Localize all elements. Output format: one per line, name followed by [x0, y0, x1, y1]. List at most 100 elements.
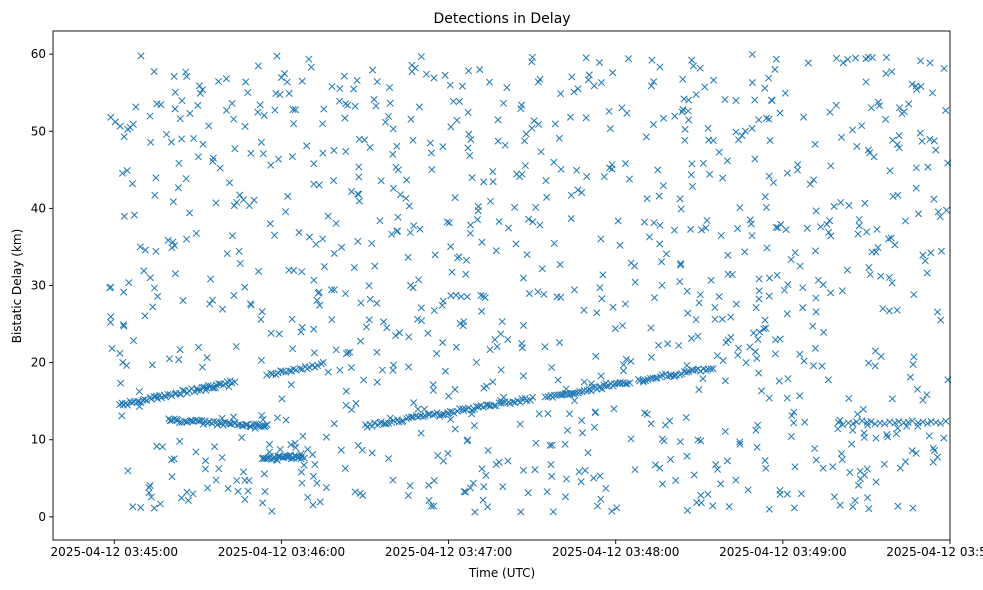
detection-point [667, 455, 675, 463]
detection-point [410, 222, 418, 230]
detection-point [690, 471, 698, 479]
detection-point [164, 236, 172, 244]
detection-point [319, 120, 327, 128]
detection-point [715, 293, 723, 301]
detection-point [460, 488, 468, 496]
detection-point [295, 228, 303, 237]
detection-point [709, 365, 717, 373]
detection-point [596, 284, 604, 292]
detection-point [753, 354, 761, 363]
detection-point [598, 385, 606, 393]
detection-point [942, 206, 951, 214]
detection-point [355, 197, 363, 205]
detection-point [504, 335, 512, 344]
detection-point [753, 443, 761, 451]
detection-point [320, 105, 328, 113]
detection-point [451, 194, 459, 202]
detection-point [670, 226, 678, 234]
detection-point [223, 250, 231, 258]
detection-point [755, 116, 763, 124]
detection-point [336, 97, 344, 105]
detection-point [546, 441, 554, 449]
detection-point [532, 203, 540, 211]
detection-point [309, 501, 317, 509]
detection-point [141, 246, 149, 254]
detection-point [561, 440, 569, 448]
detection-point [650, 294, 659, 302]
detection-point [347, 364, 355, 372]
detection-point [365, 282, 373, 290]
detection-point [389, 361, 398, 369]
detection-point [817, 223, 825, 231]
detection-point [169, 198, 177, 206]
detection-point [550, 158, 558, 166]
detection-point [904, 418, 912, 426]
detection-point [194, 101, 202, 109]
detection-point [771, 65, 779, 74]
detection-point [136, 243, 144, 251]
detection-point [168, 473, 176, 481]
detection-point [783, 310, 791, 318]
detection-point [584, 76, 592, 84]
detection-point [162, 130, 171, 138]
detection-point [888, 395, 896, 403]
detection-point [895, 131, 903, 140]
detection-point [621, 300, 629, 308]
detection-point [932, 146, 940, 154]
detection-point [304, 445, 312, 453]
detection-point [651, 461, 660, 469]
detection-point [704, 124, 712, 132]
detection-point [236, 191, 244, 199]
detection-point [871, 362, 879, 370]
detection-point [310, 349, 318, 357]
detection-point [541, 343, 549, 351]
detection-point [492, 247, 500, 255]
detection-point [910, 353, 918, 361]
detection-point [389, 150, 397, 158]
detection-point [176, 437, 184, 445]
detection-point [599, 271, 607, 279]
detection-point [228, 232, 237, 240]
detection-point [147, 138, 155, 146]
detection-point [291, 439, 299, 447]
detection-point [404, 253, 412, 261]
detection-point [242, 421, 250, 429]
detection-point [164, 390, 172, 398]
detection-point [203, 484, 212, 492]
detection-point [580, 378, 588, 386]
detection-point [748, 124, 756, 132]
detection-point [314, 362, 322, 370]
detection-point [480, 178, 488, 186]
detection-point [351, 488, 359, 496]
detection-point [150, 504, 158, 512]
detection-point [609, 69, 617, 77]
detection-point [844, 55, 852, 64]
detection-point [736, 440, 744, 448]
detection-point [118, 169, 126, 177]
detection-point [836, 501, 844, 509]
detection-point [910, 291, 918, 299]
detection-point [843, 266, 851, 274]
detection-point [837, 133, 846, 141]
detection-point [834, 425, 842, 433]
detection-point [409, 136, 417, 144]
detection-point [472, 358, 480, 366]
detection-point [175, 419, 183, 427]
detection-point [446, 81, 454, 89]
detection-point [783, 394, 791, 402]
detection-point [453, 116, 461, 124]
detection-point [825, 228, 833, 236]
detection-point [124, 125, 132, 133]
detection-point [190, 134, 198, 143]
detection-point [147, 493, 155, 501]
detection-point [529, 218, 537, 226]
detection-point [107, 313, 115, 321]
detection-point [324, 368, 332, 376]
detection-point [417, 304, 425, 312]
detection-point [250, 196, 258, 204]
detection-point [727, 333, 735, 341]
detection-point [909, 360, 917, 369]
detection-point [848, 126, 857, 134]
detection-point [309, 472, 318, 480]
detection-point [193, 384, 201, 392]
